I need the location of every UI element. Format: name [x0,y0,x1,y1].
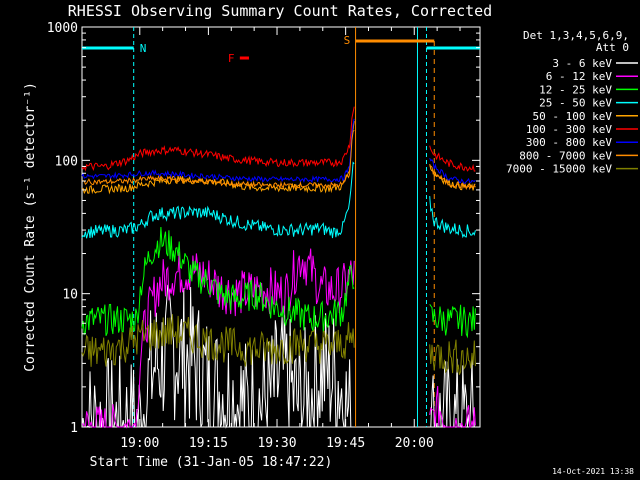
series-line [81,106,355,172]
timestamp: 14-Oct-2021 13:38 [552,467,634,476]
legend-entry-label: 25 - 50 keV [539,97,612,110]
y-tick-label: 1 [70,421,78,436]
axis-ticks: 1 10 100 1000 19:00 19:15 19:30 19:45 20:00 [47,21,480,451]
legend-entry-label: 12 - 25 keV [539,83,612,96]
series-line [429,339,476,375]
series-line [429,196,476,239]
series-line [429,385,476,429]
legend-header-detectors: Det 1,3,4,5,6,9, [523,29,629,42]
night-label: N [140,42,147,55]
series-line [81,248,355,429]
legend-entry-label: 50 - 100 keV [533,110,613,123]
y-tick-label: 10 [62,288,78,303]
series-line [81,120,355,195]
legend-entry-label: 300 - 800 keV [526,136,612,149]
legend-entry-label: 6 - 12 keV [546,70,613,83]
series-line [429,157,476,184]
y-axis-label: Corrected Count Rate (s⁻¹ detector⁻¹) [23,82,38,372]
legend-entry-label: 800 - 7000 keV [519,149,612,162]
series-layer [81,106,476,429]
series-line [81,161,355,239]
flare-label: F [228,52,235,65]
series-line [429,163,476,191]
legend-entry-label: 7000 - 15000 keV [506,163,612,176]
series-line [81,314,355,367]
series-line [429,145,476,172]
x-tick-label: 20:00 [395,436,434,451]
x-tick-label: 19:45 [326,436,365,451]
series-line [81,118,355,184]
legend-header-attenuator: Att 0 [596,41,629,54]
y-tick-label: 100 [55,154,78,169]
chart-title: RHESSI Observing Summary Count Rates, Co… [68,2,492,20]
plot-frame [81,26,481,428]
series-line [81,226,355,336]
plot-area: N F S 1 10 100 1000 19:00 19:15 19:30 19:45 20:00 [47,21,481,451]
series-line [81,129,355,190]
x-tick-label: 19:00 [120,436,159,451]
series-line [81,284,355,429]
observation-markers: N F S [82,27,480,427]
legend-entry-label: 3 - 6 keV [552,57,612,70]
series-line [429,304,476,339]
x-tick-label: 19:30 [257,436,296,451]
x-tick-label: 19:15 [189,436,228,451]
saa-label: S [344,34,351,47]
y-tick-label: 1000 [47,21,78,36]
x-axis-label: Start Time (31-Jan-05 18:47:22) [90,455,333,470]
series-line [429,165,476,191]
legend-entry-label: 100 - 300 keV [526,123,612,136]
